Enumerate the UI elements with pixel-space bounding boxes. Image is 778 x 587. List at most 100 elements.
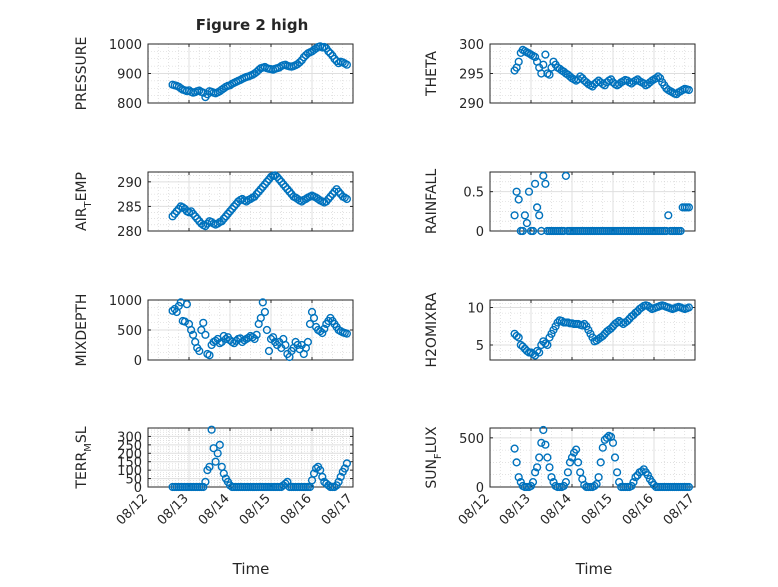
y-tick-label: 1000 <box>109 38 142 53</box>
data-point <box>197 219 206 228</box>
data-point <box>520 211 530 220</box>
data-point <box>565 458 575 467</box>
y-tick-label: 50 <box>125 473 142 488</box>
y-tick-label: 0 <box>134 354 142 369</box>
data-point <box>514 57 523 66</box>
data-point <box>252 190 261 199</box>
data-point <box>543 340 552 350</box>
data-point <box>594 473 603 482</box>
y-tick-label: 0.5 <box>463 186 484 201</box>
y-tick-label: 10 <box>467 302 484 317</box>
data-point <box>643 471 653 480</box>
data-point <box>324 47 333 56</box>
data-point <box>230 202 239 211</box>
data-point <box>209 444 218 453</box>
data-point <box>250 334 259 344</box>
data-point <box>219 469 228 478</box>
data-point <box>588 82 597 91</box>
y-tick-label: 300 <box>459 38 484 53</box>
data-point <box>219 84 228 93</box>
data-point <box>330 482 339 492</box>
data-point <box>260 307 270 317</box>
y-tick-label: 200 <box>117 447 142 462</box>
data-point <box>213 219 222 228</box>
data-point <box>514 473 523 482</box>
data-point <box>199 318 208 327</box>
data-point <box>610 453 620 462</box>
data-point <box>526 481 536 491</box>
y-tick-label: 800 <box>117 97 142 112</box>
y-axis-label: H2OMIXRA <box>424 292 440 367</box>
data-point <box>578 321 587 330</box>
data-point <box>213 449 222 458</box>
axes-box <box>147 427 354 488</box>
data-point <box>326 49 335 58</box>
data-point <box>342 194 352 204</box>
data-point <box>631 473 640 482</box>
data-point <box>514 195 523 204</box>
axes-box <box>147 171 354 232</box>
data-point <box>334 187 343 196</box>
data-point <box>541 440 550 449</box>
y-tick-label: 1000 <box>109 294 142 309</box>
data-point <box>545 463 554 472</box>
data-point <box>684 85 694 95</box>
data-point <box>590 481 599 491</box>
y-tick-label: 5 <box>476 339 484 354</box>
data-point <box>522 219 532 228</box>
y-axis-label: THETA <box>424 51 440 97</box>
data-point <box>168 306 177 315</box>
data-point <box>598 443 607 452</box>
data-point <box>535 453 544 462</box>
data-point <box>283 477 292 487</box>
data-point <box>187 325 196 335</box>
data-point <box>602 433 612 442</box>
data-point <box>512 458 521 467</box>
data-point <box>518 342 527 351</box>
data-point <box>653 72 663 81</box>
data-point <box>543 453 552 462</box>
data-point <box>684 203 694 212</box>
data-point <box>664 211 673 220</box>
y-axis-label: MIXDEPTH <box>74 294 90 367</box>
data-point <box>316 327 325 336</box>
data-point <box>571 445 581 454</box>
y-axis-label: SUNFLUX <box>424 426 444 489</box>
data-point <box>541 50 550 59</box>
data-point <box>225 207 235 216</box>
data-point <box>614 478 624 487</box>
data-point <box>281 182 290 191</box>
data-point <box>201 330 210 339</box>
data-point <box>275 175 284 184</box>
x-axis-label-right: Time <box>575 560 613 578</box>
y-tick-label: 295 <box>459 68 484 83</box>
data-point <box>510 211 519 220</box>
data-point <box>230 339 239 348</box>
data-point <box>530 468 540 477</box>
data-point <box>537 438 546 447</box>
data-point <box>532 463 542 472</box>
data-point <box>207 425 216 434</box>
data-point <box>320 324 329 333</box>
data-point <box>256 313 265 323</box>
data-point <box>580 319 589 329</box>
data-point <box>539 171 548 181</box>
data-point <box>219 214 228 223</box>
y-tick-label: 0 <box>134 481 142 496</box>
data-point <box>264 346 274 356</box>
data-point <box>182 300 192 309</box>
data-point <box>318 472 327 482</box>
data-point <box>524 187 534 196</box>
data-point <box>281 340 290 350</box>
data-point <box>510 444 519 453</box>
y-axis-label: AIRTEMP <box>74 172 94 231</box>
panel-h2omixra: 5 10 H2OMIXRA <box>424 292 696 368</box>
data-point <box>262 325 272 335</box>
data-point <box>684 303 694 312</box>
data-point <box>342 329 352 338</box>
data-point <box>563 468 573 477</box>
data-point <box>180 317 190 326</box>
data-point <box>262 177 272 186</box>
y-tick-label: 280 <box>117 225 142 240</box>
